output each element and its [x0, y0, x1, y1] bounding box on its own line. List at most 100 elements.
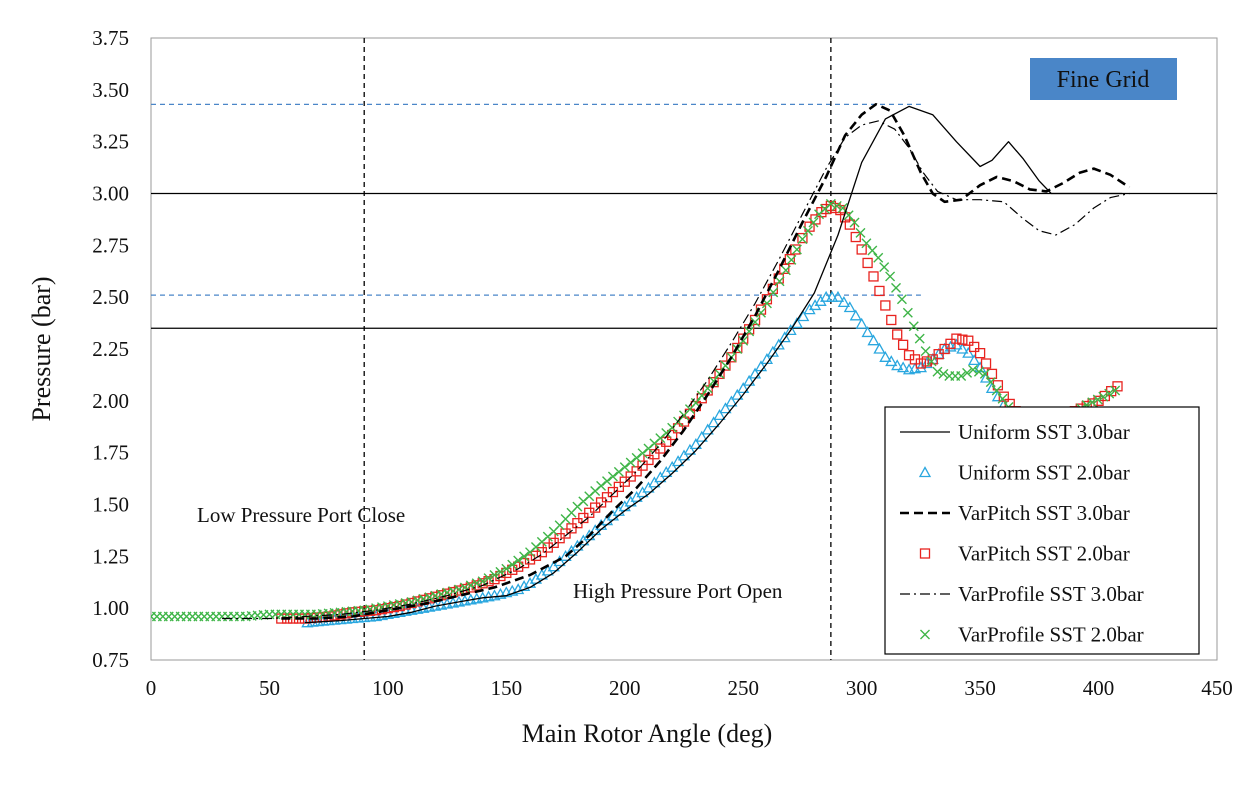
series-3-point	[892, 329, 903, 340]
series-5-point	[596, 480, 607, 491]
y-tick-label: 2.00	[92, 389, 129, 413]
series-3-point	[804, 221, 815, 232]
series-1-point	[719, 402, 732, 414]
fine-grid-badge: Fine Grid	[1030, 58, 1177, 100]
series-1-point	[648, 476, 661, 488]
legend-label: VarProfile SST 2.0bar	[958, 623, 1144, 647]
series-1-point	[695, 430, 708, 442]
series-5-point	[855, 227, 866, 238]
series-3-point	[874, 285, 885, 297]
series-3-point	[637, 460, 648, 471]
series-3-point	[939, 343, 950, 355]
series-5-point	[962, 367, 973, 378]
series-1-point	[797, 310, 810, 322]
series-5-point	[1104, 388, 1115, 399]
series-5-point	[791, 244, 802, 255]
series-5-point	[613, 466, 624, 477]
series-5-point	[861, 238, 872, 249]
series-1-point	[831, 290, 845, 302]
series-1-point	[666, 460, 679, 472]
series-1-point	[837, 296, 851, 307]
series-1-point	[701, 423, 714, 435]
y-tick-label: 1.75	[92, 441, 129, 465]
y-tick-label: 3.75	[92, 26, 129, 50]
series-5-point	[908, 321, 919, 332]
series-3-point	[779, 263, 790, 274]
x-tick-label: 200	[609, 676, 641, 700]
series-3-point	[755, 304, 767, 315]
series-1-point	[707, 416, 720, 428]
series-1-point	[897, 361, 910, 373]
series-1-point	[737, 382, 750, 394]
series-1-point	[885, 355, 898, 367]
series-1-point	[855, 317, 868, 329]
series-5-point	[973, 366, 984, 377]
series-5-point	[750, 317, 761, 328]
y-tick-label: 2.50	[92, 285, 129, 309]
series-0-line	[304, 105, 1123, 624]
series-3-point	[714, 368, 725, 380]
series-5-point	[619, 462, 630, 473]
series-1-point	[820, 290, 833, 302]
y-tick-label: 1.00	[92, 596, 129, 620]
legend-entry-4: VarProfile SST 3.0bar	[900, 582, 1144, 606]
badge-box	[1030, 58, 1177, 100]
series-3-point	[625, 471, 636, 482]
series-3-point	[483, 576, 494, 587]
series-5-point	[459, 582, 470, 593]
legend-entry-2: VarPitch SST 3.0bar	[900, 501, 1130, 525]
series-1-point	[731, 388, 744, 400]
y-tick-label: 3.00	[92, 182, 129, 206]
series-5-point	[418, 593, 429, 604]
series-3-point	[927, 354, 938, 365]
series-5-point	[873, 252, 884, 263]
series-1-point	[790, 317, 804, 329]
series-3-point	[974, 347, 986, 359]
series-2-line	[281, 103, 1131, 620]
series-5-point	[797, 234, 808, 245]
series-5-point	[920, 346, 931, 357]
series-5-point	[914, 333, 925, 344]
legend-swatch	[918, 466, 932, 478]
series-3-point	[980, 358, 992, 369]
series-3-point	[963, 335, 974, 346]
series-1-point	[713, 409, 726, 420]
series-1-point	[517, 580, 531, 592]
series-1-point	[743, 374, 756, 386]
series-5-point	[968, 364, 978, 375]
series-5-point	[1092, 394, 1103, 405]
series-3-point	[566, 523, 577, 534]
x-tick-label: 150	[491, 676, 523, 700]
series-1-point	[748, 367, 762, 379]
y-tick-label: 3.50	[92, 78, 129, 102]
series-3-point	[850, 231, 861, 243]
series-5-point	[780, 265, 791, 276]
series-5-point	[631, 452, 642, 463]
series-3-point	[631, 466, 642, 477]
series-5-point	[938, 368, 949, 379]
series-5-point	[1087, 397, 1098, 408]
series-3-point	[880, 300, 891, 311]
series-5-point	[501, 563, 512, 574]
series-5-point	[808, 217, 819, 228]
series-5-point	[495, 566, 506, 577]
series-1-point	[654, 471, 667, 483]
series-1-point	[577, 534, 590, 546]
series-5-point	[436, 589, 447, 600]
series-3-point	[584, 507, 595, 518]
legend-entry-3: VarPitch SST 2.0bar	[919, 542, 1130, 566]
x-axis-title: Main Rotor Angle (deg)	[522, 719, 773, 748]
reference-lines	[151, 38, 1217, 660]
series-5-point	[879, 262, 890, 273]
series-3-point	[886, 314, 897, 326]
series-1-point	[784, 324, 797, 335]
series-5-point	[607, 471, 618, 482]
series-5-point	[774, 276, 785, 287]
series-5-point	[448, 586, 459, 597]
x-tick-label: 50	[259, 676, 280, 700]
series-3-point	[998, 391, 1009, 402]
series-1-point	[683, 443, 697, 455]
series-1-point	[825, 290, 839, 302]
series-3-point	[945, 338, 956, 349]
